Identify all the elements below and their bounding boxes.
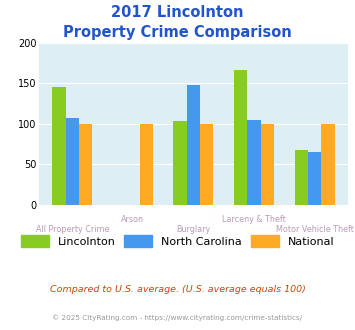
Bar	[261, 124, 274, 205]
Text: Larceny & Theft: Larceny & Theft	[222, 214, 286, 223]
Text: © 2025 CityRating.com - https://www.cityrating.com/crime-statistics/: © 2025 CityRating.com - https://www.city…	[53, 314, 302, 321]
Text: Compared to U.S. average. (U.S. average equals 100): Compared to U.S. average. (U.S. average …	[50, 285, 305, 294]
Legend: Lincolnton, North Carolina, National: Lincolnton, North Carolina, National	[21, 235, 334, 247]
Bar	[247, 120, 261, 205]
Bar	[53, 86, 66, 205]
Bar	[79, 124, 92, 205]
Text: Motor Vehicle Theft: Motor Vehicle Theft	[275, 225, 354, 234]
Bar	[234, 70, 247, 205]
Bar	[140, 124, 153, 205]
Bar	[174, 120, 187, 205]
Bar	[66, 118, 79, 205]
Bar	[321, 124, 334, 205]
Bar	[187, 85, 200, 205]
Text: Burglary: Burglary	[176, 225, 211, 234]
Text: 2017 Lincolnton: 2017 Lincolnton	[111, 5, 244, 20]
Bar	[200, 124, 213, 205]
Text: All Property Crime: All Property Crime	[36, 225, 109, 234]
Bar	[308, 152, 321, 205]
Text: Arson: Arson	[121, 214, 144, 223]
Bar	[295, 149, 308, 205]
Text: Property Crime Comparison: Property Crime Comparison	[63, 25, 292, 40]
